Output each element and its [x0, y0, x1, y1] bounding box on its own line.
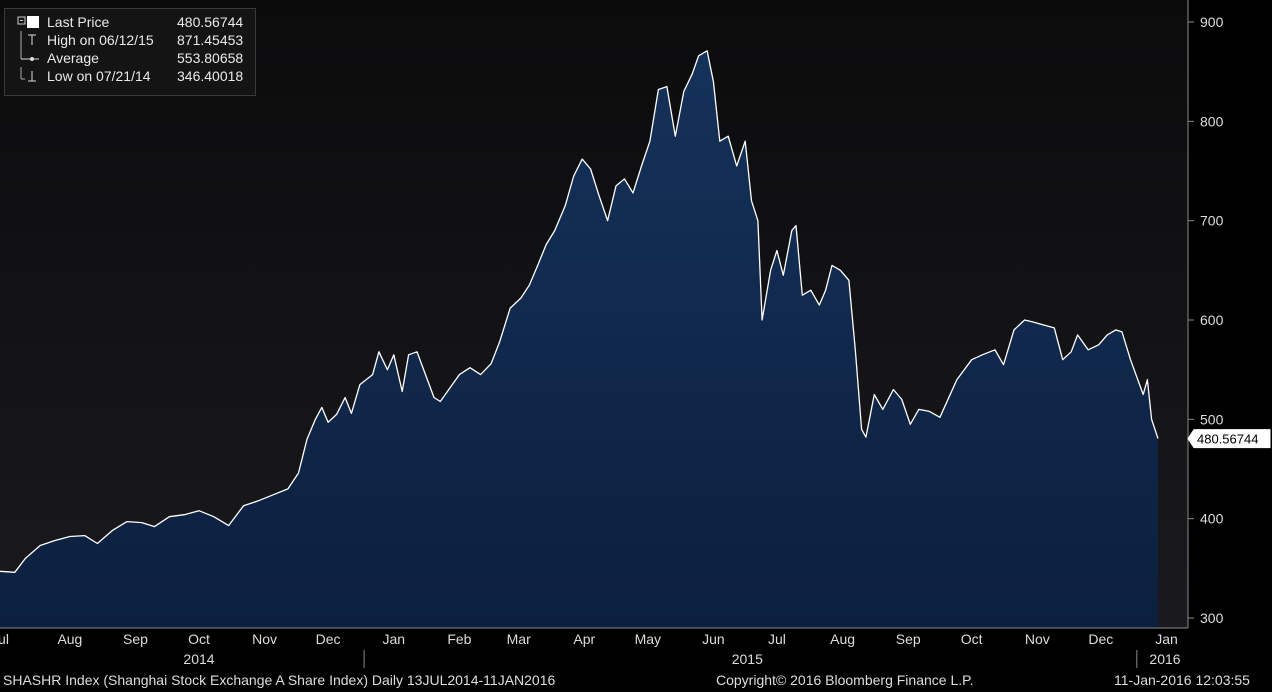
price-area-fill: [0, 50, 1158, 629]
legend-value: 346.40018: [177, 68, 244, 84]
y-tick-label: 900: [1200, 14, 1224, 30]
x-tick-label: Jan: [1155, 631, 1178, 647]
last-value-box: [1187, 429, 1271, 449]
y-tick-label: 700: [1200, 213, 1224, 229]
legend-label: Average: [47, 50, 99, 66]
avg-legend-icon: [17, 49, 39, 67]
x-tick-label: Jul: [768, 631, 786, 647]
legend-value: 871.45453: [177, 32, 244, 48]
footer-timestamp: 11-Jan-2016 12:03:55: [1114, 672, 1250, 688]
x-tick-label: Jan: [383, 631, 406, 647]
legend-value: 480.56744: [177, 14, 244, 30]
x-tick-label: Dec: [316, 631, 341, 647]
x-tick-label: Dec: [1088, 631, 1113, 647]
y-tick-label: 500: [1200, 411, 1224, 427]
y-tick-label: 800: [1200, 113, 1224, 129]
x-tick-label: May: [635, 631, 661, 647]
x-tick-label: Oct: [188, 631, 210, 647]
legend-label: High on 06/12/15: [47, 32, 154, 48]
x-tick-label: Aug: [57, 631, 82, 647]
legend-label: Last Price: [47, 14, 110, 30]
footer-index-description: SHASHR Index (Shanghai Stock Exchange A …: [3, 672, 556, 688]
last-value-label: 480.56744: [1197, 432, 1258, 447]
x-tick-label: Sep: [896, 631, 921, 647]
x-tick-label: Mar: [507, 631, 531, 647]
x-tick-label: Sep: [123, 631, 148, 647]
year-label: 2016: [1149, 651, 1180, 667]
y-tick-label: 400: [1200, 511, 1224, 527]
last-legend-icon[interactable]: [17, 13, 39, 31]
axis-background: [1188, 0, 1272, 628]
legend-label: Low on 07/21/14: [47, 68, 151, 84]
price-line: [0, 50, 1159, 573]
x-tick-label: Oct: [961, 631, 983, 647]
x-tick-label: Nov: [1025, 631, 1050, 647]
y-tick-label: 600: [1200, 312, 1224, 328]
y-tick-label: 300: [1200, 610, 1224, 626]
x-tick-label: Nov: [252, 631, 277, 647]
low-legend-icon: [17, 67, 39, 85]
x-tick-label: Jul: [0, 631, 9, 647]
x-tick-label: Feb: [447, 631, 471, 647]
legend-value: 553.80658: [177, 50, 244, 66]
last-value-callout: 480.56744: [1187, 429, 1271, 449]
legend-box: Last Price 480.56744 High on 06/12/15 871.4…: [4, 8, 256, 96]
x-tick-label: Jun: [702, 631, 725, 647]
year-label: 2014: [183, 651, 214, 667]
x-tick-label: Apr: [573, 631, 595, 647]
high-legend-icon: [17, 31, 39, 49]
year-label: 2015: [732, 651, 763, 667]
x-tick-label: Aug: [830, 631, 855, 647]
footer-copyright: Copyright© 2016 Bloomberg Finance L.P.: [716, 672, 974, 688]
